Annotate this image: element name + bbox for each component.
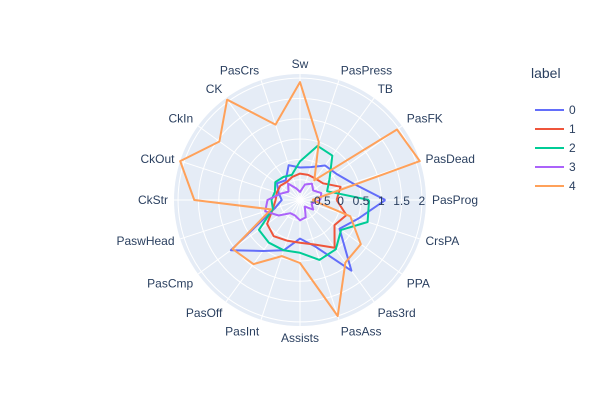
angular-label: PPA: [407, 277, 430, 291]
legend-title: label: [531, 65, 561, 81]
grid-spoke: [260, 80, 301, 201]
angular-label: CkOut: [140, 152, 175, 166]
legend-label: 4: [569, 179, 576, 193]
angular-label: Pas3rd: [378, 306, 416, 320]
grid-spoke: [299, 199, 403, 275]
radial-tick-label: 0: [337, 194, 344, 208]
polar-grid: [174, 74, 426, 326]
legend-item-1[interactable]: 1: [535, 122, 576, 136]
radial-tick-label: 1: [378, 194, 385, 208]
series-line-4: [179, 81, 421, 317]
legend-label: 2: [569, 141, 576, 155]
series-line-2: [257, 144, 371, 261]
radial-tick-label: 2: [419, 194, 426, 208]
grid-spoke: [260, 199, 301, 320]
angular-label: CkIn: [169, 111, 194, 125]
angular-label: PasCmp: [147, 277, 193, 291]
legend: label 0 1 2 3 4: [531, 65, 576, 193]
angular-label: PasDead: [426, 152, 475, 166]
grid-spoke: [197, 125, 301, 201]
angular-axis-labels: PasProg PasDead PasFK TB PasPress Sw PasCrs CK C…: [116, 57, 478, 345]
angular-label: PasInt: [225, 325, 260, 339]
legend-label: 1: [569, 122, 576, 136]
legend-item-0[interactable]: 0: [535, 103, 576, 117]
angular-label: PasPress: [341, 64, 392, 78]
radial-tick-label: -0.5: [310, 194, 331, 208]
radial-axis-ticks: -0.5 0 0.5 1 1.5 2: [310, 194, 426, 208]
angular-label: TB: [378, 82, 393, 96]
angular-label: PaswHead: [116, 234, 174, 248]
angular-label: PasOff: [186, 306, 223, 320]
angular-label: PasFK: [407, 111, 443, 125]
legend-item-4[interactable]: 4: [535, 179, 576, 193]
series-line-3: [264, 182, 323, 222]
radial-tick-label: 1.5: [393, 194, 410, 208]
angular-label: Assists: [281, 331, 319, 345]
legend-item-3[interactable]: 3: [535, 160, 576, 174]
grid-spoke: [197, 199, 301, 275]
series-line-1: [266, 172, 348, 249]
angular-label: CkStr: [138, 193, 168, 207]
grid-spoke: [299, 125, 403, 201]
angular-label: PasProg: [432, 193, 478, 207]
angular-label: CrsPA: [426, 234, 460, 248]
grid-spoke: [299, 199, 420, 240]
angular-label: Sw: [292, 57, 309, 71]
legend-label: 0: [569, 103, 576, 117]
angular-label: PasAss: [341, 325, 382, 339]
grid-spoke: [180, 199, 301, 240]
grid-spoke: [299, 80, 340, 201]
legend-label: 3: [569, 160, 576, 174]
series-line-0: [229, 164, 386, 272]
grid-spoke: [299, 199, 375, 303]
radial-tick-label: 0.5: [353, 194, 370, 208]
legend-item-2[interactable]: 2: [535, 141, 576, 155]
angular-label: PasCrs: [220, 64, 259, 78]
series-layer: [179, 81, 421, 317]
angular-label: CK: [206, 82, 223, 96]
